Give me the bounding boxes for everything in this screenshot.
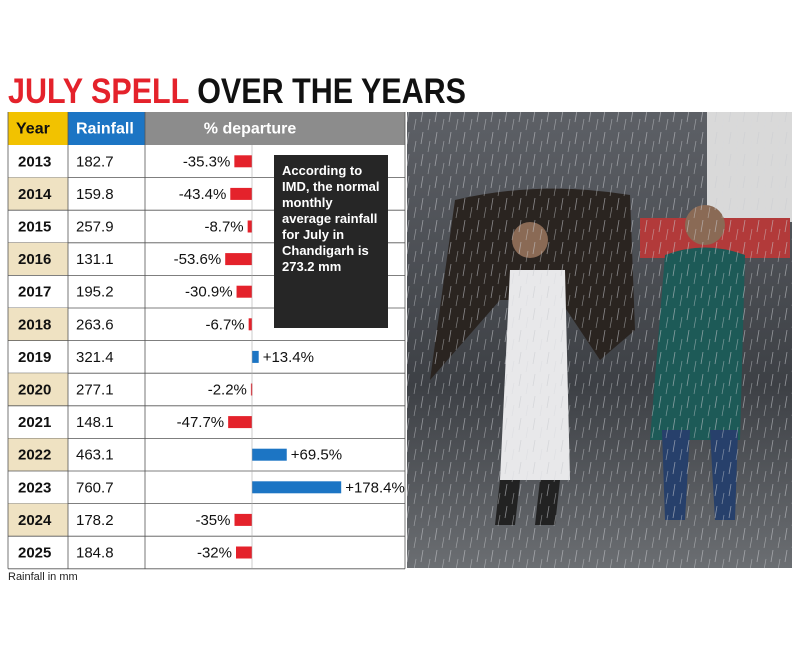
value-label: +13.4% bbox=[263, 349, 314, 366]
rainfall-value: 263.6 bbox=[76, 316, 114, 333]
header-label: Year bbox=[16, 121, 50, 138]
year-label: 2020 bbox=[18, 381, 51, 398]
header-label: Rainfall bbox=[76, 121, 134, 138]
footnote: Rainfall in mm bbox=[8, 571, 78, 583]
value-label: -43.4% bbox=[179, 186, 227, 203]
year-label: 2017 bbox=[18, 284, 51, 301]
header-cell bbox=[8, 112, 68, 145]
row-shade bbox=[8, 177, 68, 211]
rainfall-value: 277.1 bbox=[76, 381, 114, 398]
photo bbox=[407, 112, 792, 568]
row-shade bbox=[8, 308, 68, 341]
year-label: 2018 bbox=[18, 316, 51, 333]
value-label: +69.5% bbox=[291, 447, 342, 464]
row-shade bbox=[8, 503, 68, 537]
value-label: -32% bbox=[197, 544, 232, 561]
rainfall-value: 321.4 bbox=[76, 349, 114, 366]
header-cell bbox=[145, 112, 405, 145]
bar bbox=[228, 416, 252, 429]
year-label: 2021 bbox=[18, 414, 51, 431]
year-label: 2025 bbox=[18, 544, 51, 561]
bar bbox=[252, 481, 342, 494]
rainfall-value: 257.9 bbox=[76, 218, 114, 235]
bar bbox=[234, 513, 252, 526]
header-cell bbox=[68, 112, 145, 145]
year-label: 2023 bbox=[18, 479, 51, 496]
value-label: -35% bbox=[195, 512, 230, 529]
bar bbox=[248, 318, 252, 331]
year-label: 2014 bbox=[18, 186, 52, 203]
value-label: -6.7% bbox=[205, 316, 244, 333]
year-label: 2024 bbox=[18, 512, 52, 529]
rainfall-value: 131.1 bbox=[76, 251, 114, 268]
rainfall-value: 178.2 bbox=[76, 512, 114, 529]
year-label: 2022 bbox=[18, 447, 51, 464]
value-label: -53.6% bbox=[174, 251, 222, 268]
year-label: 2016 bbox=[18, 251, 51, 268]
bar bbox=[252, 448, 287, 461]
rainfall-value: 159.8 bbox=[76, 186, 114, 203]
rainfall-value: 184.8 bbox=[76, 544, 114, 561]
rainfall-value: 760.7 bbox=[76, 479, 114, 496]
bar bbox=[230, 187, 252, 200]
row-shade bbox=[8, 242, 68, 276]
rainfall-value: 182.7 bbox=[76, 153, 114, 170]
rainfall-value: 148.1 bbox=[76, 414, 114, 431]
value-label: -47.7% bbox=[177, 414, 225, 431]
year-label: 2019 bbox=[18, 349, 51, 366]
value-label: -35.3% bbox=[183, 153, 231, 170]
bar bbox=[225, 253, 252, 266]
title-highlight: JULY SPELL bbox=[8, 72, 189, 111]
value-label: -30.9% bbox=[185, 284, 233, 301]
chart-title: JULY SPELL OVER THE YEARS bbox=[8, 72, 466, 111]
note-box: According to IMD, the normal monthly ave… bbox=[274, 155, 388, 328]
bar bbox=[250, 383, 253, 396]
rainfall-value: 195.2 bbox=[76, 284, 114, 301]
bar bbox=[234, 155, 252, 168]
rainfall-value: 463.1 bbox=[76, 447, 114, 464]
value-label: +178.4% bbox=[345, 479, 405, 496]
bar bbox=[236, 285, 252, 298]
year-label: 2013 bbox=[18, 153, 51, 170]
bar bbox=[247, 220, 252, 233]
value-label: -8.7% bbox=[204, 218, 243, 235]
header-label: % departure bbox=[204, 121, 297, 138]
title-rest: OVER THE YEARS bbox=[197, 72, 466, 111]
row-shade bbox=[8, 373, 68, 406]
bar bbox=[236, 546, 252, 559]
row-shade bbox=[8, 438, 68, 471]
year-label: 2015 bbox=[18, 218, 51, 235]
bar bbox=[252, 350, 259, 363]
value-label: -2.2% bbox=[208, 381, 247, 398]
